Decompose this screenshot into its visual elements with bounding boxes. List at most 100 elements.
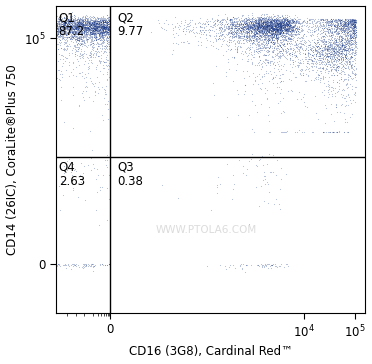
Point xyxy=(231,27,237,32)
Point xyxy=(103,25,109,31)
Point xyxy=(255,16,261,22)
Point xyxy=(217,182,223,187)
Point xyxy=(263,28,269,34)
Point xyxy=(253,48,259,54)
Point xyxy=(256,29,262,35)
Point xyxy=(263,34,269,40)
Point xyxy=(96,31,102,37)
Point xyxy=(340,28,346,33)
Point xyxy=(104,18,110,24)
Point xyxy=(102,24,108,30)
Point xyxy=(335,44,341,50)
Point xyxy=(180,39,186,45)
Point xyxy=(273,23,279,28)
Point xyxy=(86,262,92,268)
Point xyxy=(195,20,201,25)
Point xyxy=(272,29,278,35)
Point xyxy=(81,24,87,30)
Point xyxy=(106,18,112,24)
Point xyxy=(342,48,348,54)
Point xyxy=(272,26,278,32)
Point xyxy=(278,21,284,27)
Point xyxy=(241,33,247,39)
Point xyxy=(283,20,289,26)
Point xyxy=(67,35,73,40)
Point xyxy=(86,14,92,20)
Point xyxy=(279,22,285,28)
Point xyxy=(58,27,64,33)
Point xyxy=(75,24,81,30)
Point xyxy=(105,35,110,41)
Point xyxy=(102,18,108,24)
Point xyxy=(224,19,230,25)
Point xyxy=(244,35,250,40)
Point xyxy=(258,25,264,31)
Point xyxy=(334,79,340,85)
Point xyxy=(91,21,97,27)
Point xyxy=(55,25,61,31)
Point xyxy=(103,27,109,32)
Point xyxy=(104,57,110,63)
Point xyxy=(269,16,275,22)
Point xyxy=(275,43,280,49)
Point xyxy=(264,20,270,26)
Point xyxy=(285,28,291,33)
Point xyxy=(319,52,325,58)
Text: 2.63: 2.63 xyxy=(59,175,85,187)
Text: 9.77: 9.77 xyxy=(117,25,144,38)
Point xyxy=(261,59,267,65)
Point xyxy=(74,25,80,31)
Point xyxy=(252,34,258,40)
Point xyxy=(290,60,296,66)
Point xyxy=(93,17,99,23)
Point xyxy=(208,207,214,213)
Point xyxy=(78,33,84,39)
Point xyxy=(106,23,112,29)
Point xyxy=(333,28,339,33)
Point xyxy=(259,27,265,32)
Point xyxy=(90,18,96,24)
Point xyxy=(350,40,356,46)
Point xyxy=(315,57,321,63)
Point xyxy=(335,67,341,73)
Point xyxy=(270,25,276,31)
Point xyxy=(283,27,289,33)
Point xyxy=(258,20,264,26)
Point xyxy=(233,27,239,32)
Point xyxy=(335,45,341,51)
Point xyxy=(86,27,92,32)
Point xyxy=(335,21,341,27)
Point xyxy=(269,20,275,26)
Point xyxy=(76,21,82,27)
Point xyxy=(316,57,322,63)
Point xyxy=(246,36,252,41)
Point xyxy=(282,24,288,29)
Point xyxy=(272,16,278,22)
Point xyxy=(61,23,67,29)
Point xyxy=(338,39,344,44)
Point xyxy=(198,39,204,45)
Point xyxy=(333,41,339,47)
Point xyxy=(270,26,276,32)
Point xyxy=(91,20,97,26)
Point xyxy=(72,28,78,34)
Point xyxy=(245,25,251,31)
Point xyxy=(241,91,247,97)
Point xyxy=(333,16,339,22)
Point xyxy=(246,30,251,36)
Point xyxy=(223,41,229,47)
Point xyxy=(62,19,68,25)
Point xyxy=(105,15,111,21)
Point xyxy=(318,59,324,65)
Point xyxy=(106,17,112,23)
Point xyxy=(329,29,335,35)
Point xyxy=(330,39,336,45)
Point xyxy=(53,25,59,31)
Point xyxy=(260,26,266,32)
Point xyxy=(99,32,105,37)
Point xyxy=(57,33,63,39)
Point xyxy=(323,46,329,52)
Point xyxy=(292,50,298,55)
Point xyxy=(293,32,299,38)
Point xyxy=(89,17,95,23)
